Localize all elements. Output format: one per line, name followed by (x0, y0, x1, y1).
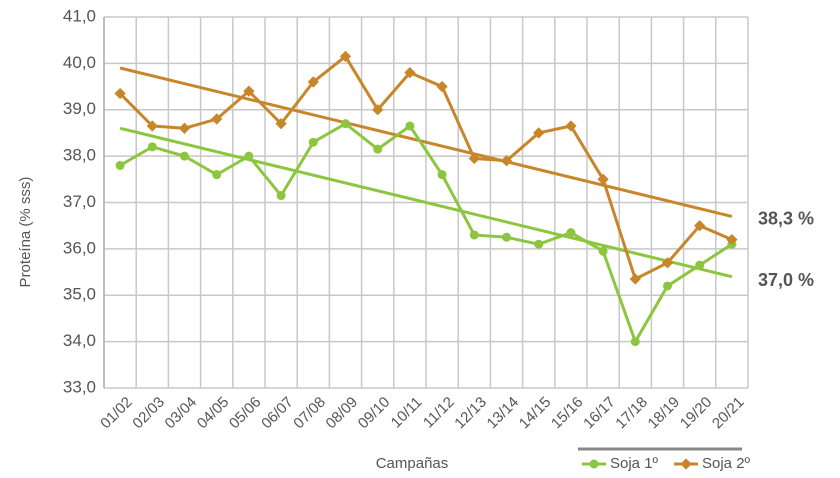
point (212, 170, 222, 180)
y-tick-label: 37,0 (63, 192, 96, 211)
point (597, 173, 609, 185)
legend-label: Soja 2º (702, 455, 751, 472)
x-tick-label: 12/13 (451, 394, 490, 433)
point (437, 170, 447, 180)
x-tick-label: 17/18 (612, 394, 651, 433)
y-tick-label: 34,0 (63, 331, 96, 350)
point (630, 337, 640, 347)
point (244, 151, 254, 161)
x-tick-label: 11/12 (420, 394, 458, 432)
x-tick-label: 08/09 (323, 394, 362, 433)
x-tick-label: 07/08 (290, 394, 329, 433)
x-tick-label: 06/07 (258, 394, 297, 433)
x-tick-label: 02/03 (129, 394, 168, 433)
point (500, 155, 513, 167)
x-tick-label: 04/05 (194, 394, 233, 433)
point (308, 137, 318, 147)
trend-line (119, 126, 733, 279)
y-tick-label: 38,0 (63, 146, 96, 165)
point (566, 228, 576, 238)
annotation: 38,3 % (758, 208, 814, 228)
annotation: 37,0 % (758, 270, 814, 290)
point (694, 220, 706, 232)
legend-marker (589, 459, 599, 469)
x-tick-label: 15/16 (548, 394, 587, 433)
point (502, 232, 511, 242)
point (178, 122, 191, 134)
point (341, 119, 350, 129)
point (534, 239, 544, 249)
point (533, 127, 545, 139)
x-tick-label: 09/10 (355, 394, 394, 433)
point (147, 142, 157, 152)
x-tick-label: 03/04 (162, 394, 201, 433)
x-tick-label: 16/17 (580, 394, 619, 433)
point (598, 246, 608, 256)
series-line (119, 121, 733, 346)
point (276, 191, 286, 201)
y-tick-label: 36,0 (63, 238, 96, 257)
trend-line (119, 66, 733, 218)
series-line (119, 54, 733, 282)
point (695, 260, 705, 270)
point (468, 152, 480, 165)
legend-marker (680, 458, 692, 470)
point (469, 230, 479, 240)
point (373, 144, 383, 154)
x-tick-label: 10/11 (388, 394, 426, 432)
y-tick-label: 39,0 (63, 99, 96, 118)
x-tick-label: 20/21 (709, 394, 748, 433)
point (405, 121, 415, 131)
point (726, 233, 738, 246)
point (436, 80, 448, 93)
x-tick-label: 18/19 (645, 394, 684, 433)
point (663, 281, 672, 291)
x-tick-label: 14/15 (516, 394, 555, 433)
x-tick-label: 05/06 (226, 394, 265, 433)
y-tick-label: 40,0 (63, 53, 96, 72)
point (180, 151, 189, 161)
point (115, 160, 125, 170)
y-tick-label: 41,0 (63, 6, 96, 25)
point (629, 273, 641, 285)
legend-label: Soja 1º (610, 455, 659, 472)
point (339, 50, 352, 63)
x-tick-label: 13/14 (484, 394, 523, 433)
point (661, 257, 674, 269)
x-tick-label: 01/02 (97, 394, 136, 433)
y-axis-label: Proteína (% sss) (17, 177, 34, 288)
y-tick-label: 35,0 (63, 285, 96, 304)
x-tick-label: 19/20 (677, 394, 716, 433)
x-axis-label: Campañas (376, 455, 449, 472)
y-tick-label: 33,0 (63, 377, 96, 396)
